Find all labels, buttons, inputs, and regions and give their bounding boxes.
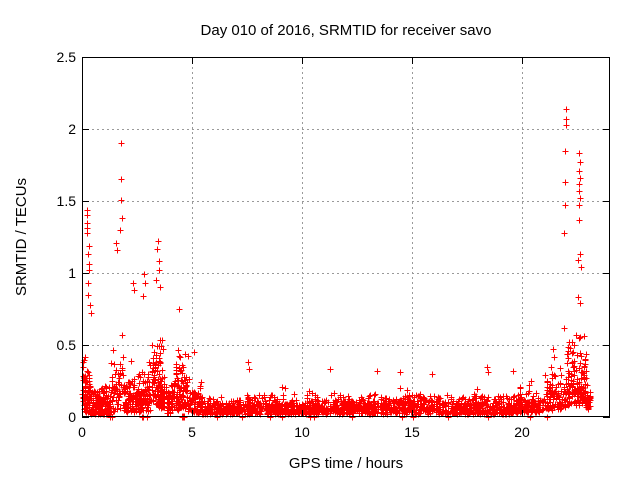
y-tick-label: 2.5 — [56, 49, 76, 65]
x-tick-label: 15 — [404, 424, 420, 440]
x-tick-label: 5 — [188, 424, 196, 440]
x-axis-label: GPS time / hours — [288, 455, 404, 472]
y-tick-label: 0.5 — [56, 337, 76, 353]
x-tick-label: 0 — [78, 424, 86, 440]
y-tick-label: 1.5 — [56, 193, 76, 209]
chart-title: Day 010 of 2016, SRMTID for receiver sav… — [200, 22, 492, 39]
plot-border — [82, 57, 610, 417]
gridlines — [82, 57, 610, 417]
x-tick-label: 20 — [514, 424, 530, 440]
y-tick-label: 0 — [68, 409, 76, 425]
scatter-points — [79, 106, 594, 421]
y-tick-label: 2 — [68, 121, 76, 137]
y-tick-label: 1 — [68, 265, 76, 281]
x-tick-label: 10 — [294, 424, 310, 440]
